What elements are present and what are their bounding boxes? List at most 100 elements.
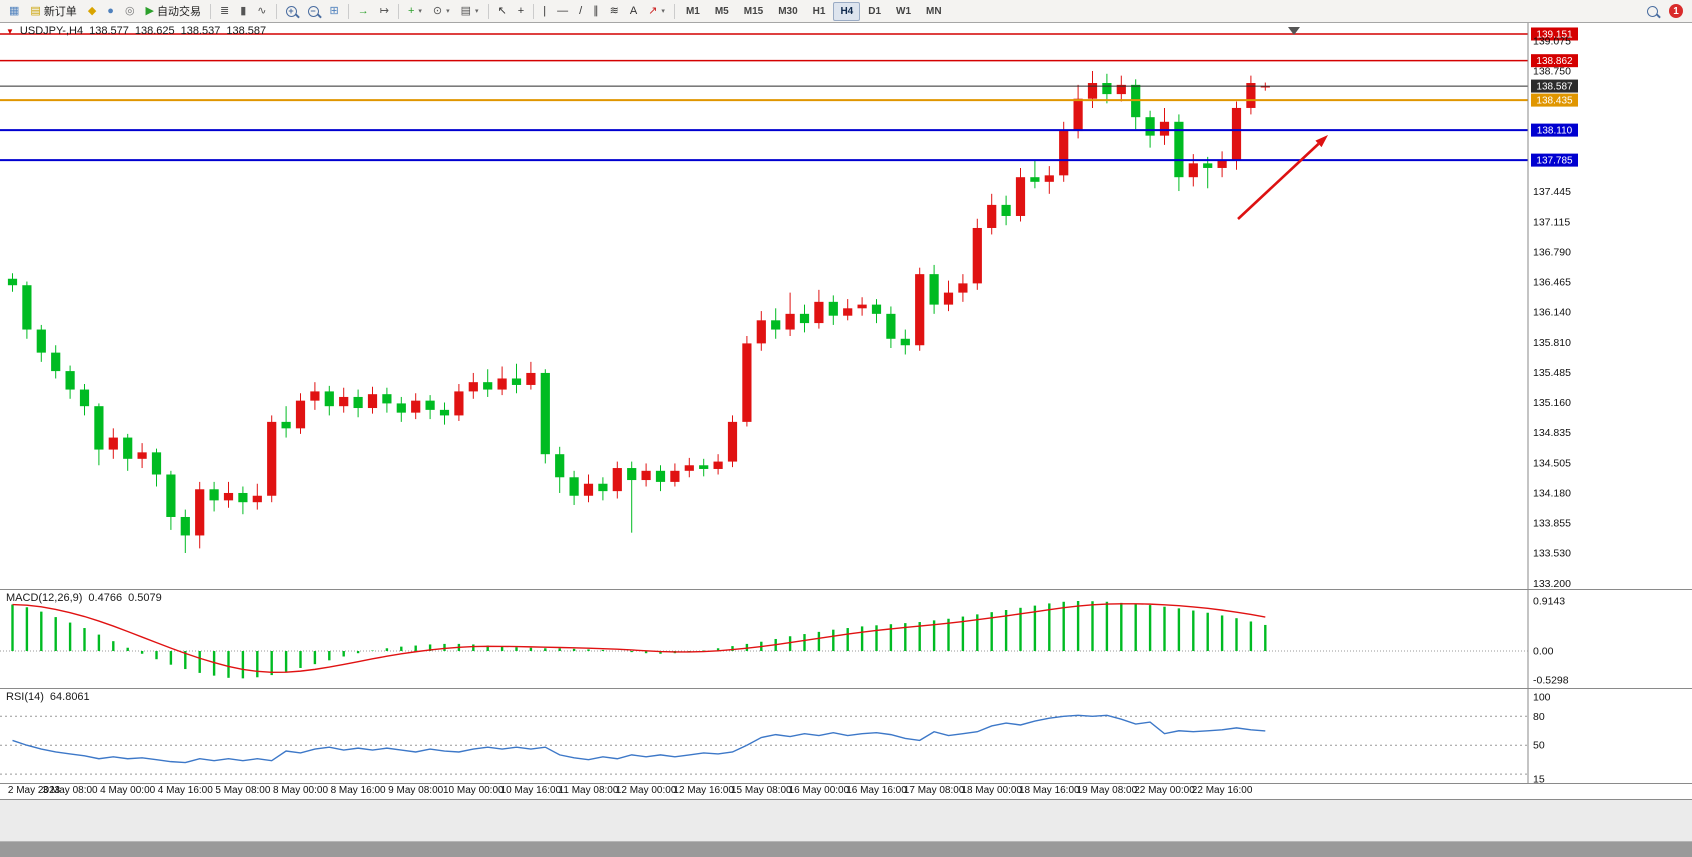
arrows-button[interactable]: ↗ ▾ — [643, 2, 670, 21]
candle — [929, 274, 939, 305]
timeframe-h1-button[interactable]: H1 — [806, 2, 833, 21]
tile-windows-button[interactable]: ⊞ — [325, 2, 344, 21]
charts-menu-button[interactable]: ▦ — [4, 2, 24, 21]
rsi-line — [12, 714, 1266, 764]
templates-button[interactable]: ▤ ▾ — [456, 2, 484, 21]
rsi-panel[interactable]: 100 80 50 15 RSI(14) 64.8061 — [0, 689, 1692, 784]
candle — [655, 470, 666, 482]
timeframe-h4-button[interactable]: H4 — [833, 1, 861, 21]
chart-shift-button[interactable]: ↦ — [375, 2, 394, 21]
candlestick-chart-icon: ▮ — [240, 4, 247, 17]
line-chart-button[interactable]: ∿ — [252, 2, 271, 21]
macd-signal-line — [12, 603, 1266, 673]
trendline-button[interactable]: / — [574, 2, 587, 21]
text-button[interactable]: A — [625, 2, 642, 21]
navigator-button[interactable]: ● — [102, 2, 119, 21]
market-watch-button[interactable]: ◆ — [83, 2, 101, 21]
price-axis-label: 135.485 — [1533, 367, 1571, 379]
candle — [108, 437, 118, 450]
candle — [742, 343, 752, 422]
indicators-button[interactable]: + ▾ — [403, 2, 427, 21]
resistance-line-upper-label-text: 139.151 — [1536, 29, 1573, 40]
zoom-out-button[interactable]: − — [303, 2, 324, 21]
crosshair-button[interactable]: + — [513, 2, 529, 21]
rsi-axis-label: 50 — [1533, 740, 1545, 752]
notifications-badge[interactable]: 1 — [1664, 2, 1688, 21]
periods-button[interactable]: ⊙ ▾ — [428, 2, 455, 21]
rsi-axis-label: 80 — [1533, 711, 1545, 723]
candle — [699, 465, 709, 469]
timeframe-w1-button[interactable]: W1 — [889, 2, 918, 21]
vertical-line-button[interactable]: | — [538, 2, 551, 21]
cursor-button[interactable]: ↖ — [493, 2, 512, 21]
timeframe-m15-button[interactable]: M15 — [737, 2, 770, 21]
macd-title: MACD(12,26,9) 0.4766 0.5079 — [6, 592, 162, 604]
templates-icon: ▤ — [460, 4, 472, 17]
fibonacci-button[interactable]: ≋ — [605, 2, 624, 21]
candle — [828, 301, 838, 316]
macd-label: MACD(12,26,9) — [6, 592, 83, 604]
horizontal-line-button[interactable]: ― — [552, 2, 573, 21]
price-chart-panel[interactable]: 139.151 138.862 138.587 138.435 138.110 137.7… — [0, 23, 1692, 590]
time-label: 18 May 16:00 — [1018, 785, 1080, 796]
auto-scroll-icon: → — [357, 4, 369, 17]
support-line-blue-2-label — [1531, 153, 1578, 167]
bar-chart-button[interactable]: ≣ — [215, 2, 234, 21]
timeframe-m15-button-label: M15 — [743, 5, 764, 17]
macd-panel[interactable]: 0.9143 0.00 -0.5298 MACD(12,26,9) 0.4766 0… — [0, 590, 1692, 689]
rsi-label: RSI(14) — [6, 691, 44, 703]
timeframe-m30-button[interactable]: M30 — [771, 2, 804, 21]
time-axis: 2 May 2023 3 May 08:00 4 May 00:00 4 May 16… — [0, 784, 1692, 800]
candle — [540, 372, 550, 455]
macd-canvas: 0.9143 0.00 -0.5298 — [0, 590, 1569, 688]
autotrading-icon: ▶ — [145, 4, 155, 17]
candle — [972, 227, 982, 284]
price-axis-label: 135.810 — [1533, 337, 1571, 349]
candle — [1116, 84, 1126, 95]
status-bar — [0, 800, 1692, 842]
candle — [295, 400, 306, 429]
candle — [1203, 163, 1213, 168]
candle — [324, 391, 334, 407]
price-axis-label: 133.855 — [1533, 517, 1571, 529]
autotrading-button[interactable]: ▶ 自动交易 — [141, 2, 206, 21]
candle — [1030, 177, 1040, 182]
candle — [799, 313, 810, 324]
time-label: 17 May 08:00 — [903, 785, 965, 796]
zoom-in-button[interactable]: + — [281, 2, 302, 21]
timeframe-m5-button[interactable]: M5 — [708, 2, 736, 21]
candle — [1001, 204, 1011, 216]
charts-menu-icon: ▦ — [9, 4, 20, 17]
auto-scroll-button[interactable]: → — [353, 2, 374, 21]
candle — [1015, 177, 1026, 216]
candle — [425, 400, 435, 410]
new-order-button[interactable]: ▤ 新订单 — [25, 2, 81, 21]
equidistant-channel-icon: ∥ — [593, 4, 599, 17]
bar-chart-icon: ≣ — [220, 4, 230, 17]
time-label: 8 May 16:00 — [330, 785, 386, 796]
price-axis-label: 134.505 — [1533, 457, 1571, 469]
timeframe-d1-button[interactable]: D1 — [861, 2, 888, 21]
candle — [310, 391, 320, 401]
bar-high: 138.625 — [134, 25, 175, 37]
timeframe-mn-button[interactable]: MN — [919, 2, 949, 21]
equidistant-channel-button[interactable]: ∥ — [588, 2, 604, 21]
candle — [1102, 83, 1112, 95]
candle — [7, 278, 18, 286]
candlestick-chart-button[interactable]: ▮ — [235, 2, 251, 21]
candle — [1217, 160, 1227, 168]
support-line-blue-1-label-text: 138.110 — [1537, 126, 1573, 137]
candle — [526, 372, 536, 385]
time-label: 12 May 16:00 — [673, 785, 734, 796]
timeframe-m1-button[interactable]: M1 — [679, 2, 707, 21]
price-axis-label: 137.445 — [1533, 186, 1571, 198]
sound-button[interactable]: ◎ — [120, 2, 140, 21]
search-button[interactable] — [1642, 2, 1663, 21]
chart-shift-marker[interactable] — [1288, 27, 1300, 35]
timeframe-w1-button-label: W1 — [896, 5, 912, 17]
candle — [843, 308, 853, 316]
trend-arrow[interactable] — [1237, 135, 1328, 220]
candle — [252, 495, 262, 503]
price-axis-label: 134.180 — [1533, 487, 1571, 499]
candle — [915, 274, 925, 346]
